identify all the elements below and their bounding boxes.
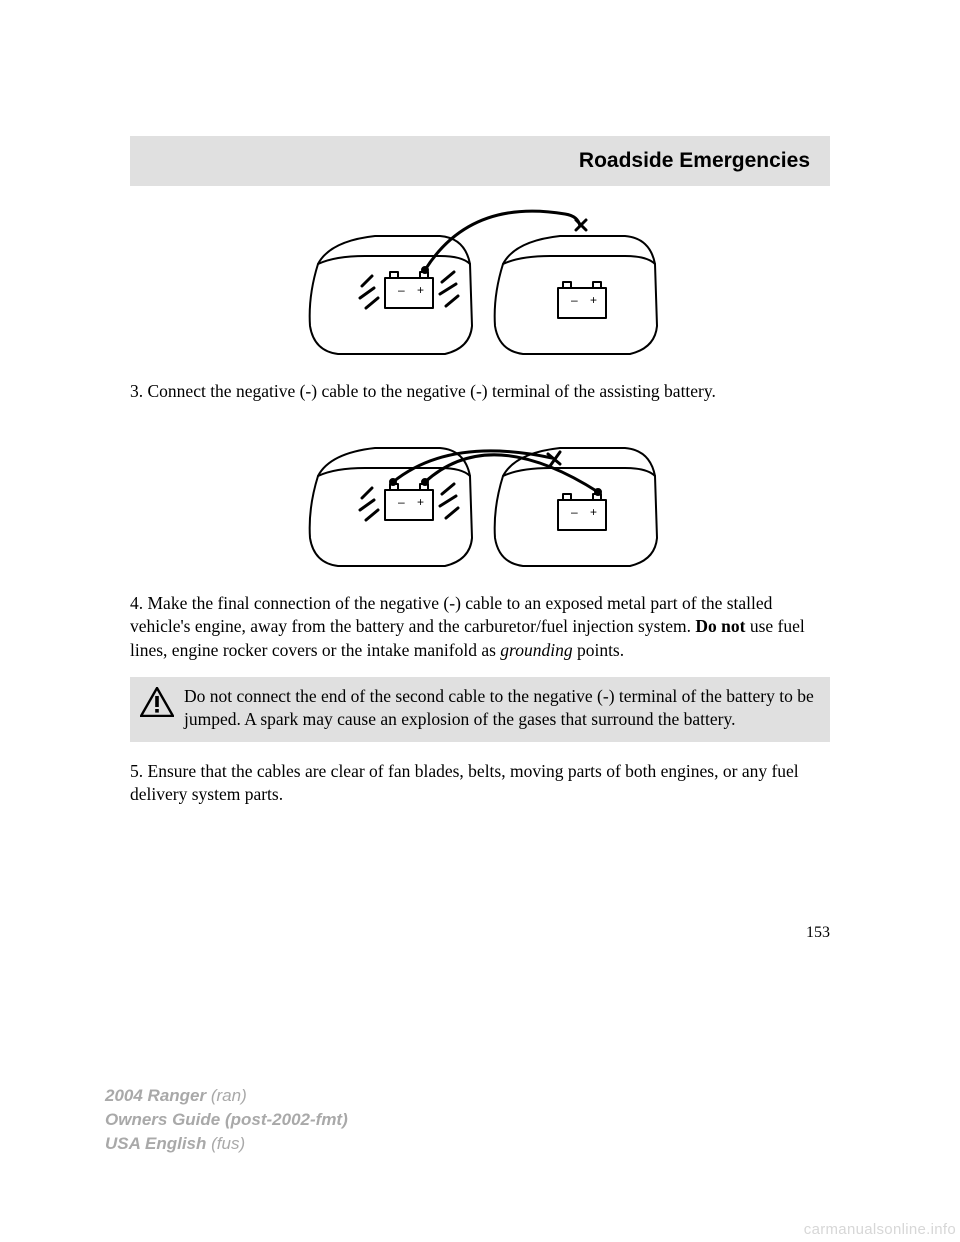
battery-minus-label: – [398,495,405,509]
battery-plus-label: + [417,495,424,509]
footer-guide: Owners Guide (post-2002-fmt) [105,1108,348,1132]
step-4-post: points. [573,640,625,660]
page: Roadside Emergencies [0,0,960,1242]
footer: 2004 Ranger (ran) Owners Guide (post-200… [105,1084,348,1155]
battery-minus-label: – [571,293,578,307]
step-5-text: 5. Ensure that the cables are clear of f… [130,760,830,807]
footer-lang: USA English [105,1134,206,1153]
battery-minus-label: – [398,283,405,297]
footer-lang-code: (fus) [211,1134,245,1153]
step-4-pre: 4. Make the final connection of the nega… [130,593,772,637]
page-number: 153 [806,924,830,942]
warning-triangle-icon [140,687,174,717]
footer-model-code: (ran) [211,1086,247,1105]
warning-text: Do not connect the end of the second cab… [184,685,820,732]
content-area: – + – + 3. Connect the negative (-) cabl… [130,200,830,821]
warning-callout: Do not connect the end of the second cab… [130,677,830,742]
step-4-ital: grounding [500,640,572,660]
footer-model: 2004 Ranger [105,1086,206,1105]
footer-row-3: USA English (fus) [105,1132,348,1156]
watermark: carmanualsonline.info [804,1221,956,1238]
step-4-bold: Do not [695,616,745,636]
header-band: Roadside Emergencies [130,136,830,186]
step-4-text: 4. Make the final connection of the nega… [130,592,830,663]
footer-row-1: 2004 Ranger (ran) [105,1084,348,1108]
jumpstart-diagram-2: – + – + [290,418,670,578]
section-title: Roadside Emergencies [579,149,810,173]
battery-plus-label: + [590,293,597,307]
step-3-text: 3. Connect the negative (-) cable to the… [130,380,830,404]
battery-plus-label: + [417,283,424,297]
battery-plus-label: + [590,505,597,519]
battery-minus-label: – [571,505,578,519]
jumpstart-diagram-1: – + – + [290,206,670,366]
